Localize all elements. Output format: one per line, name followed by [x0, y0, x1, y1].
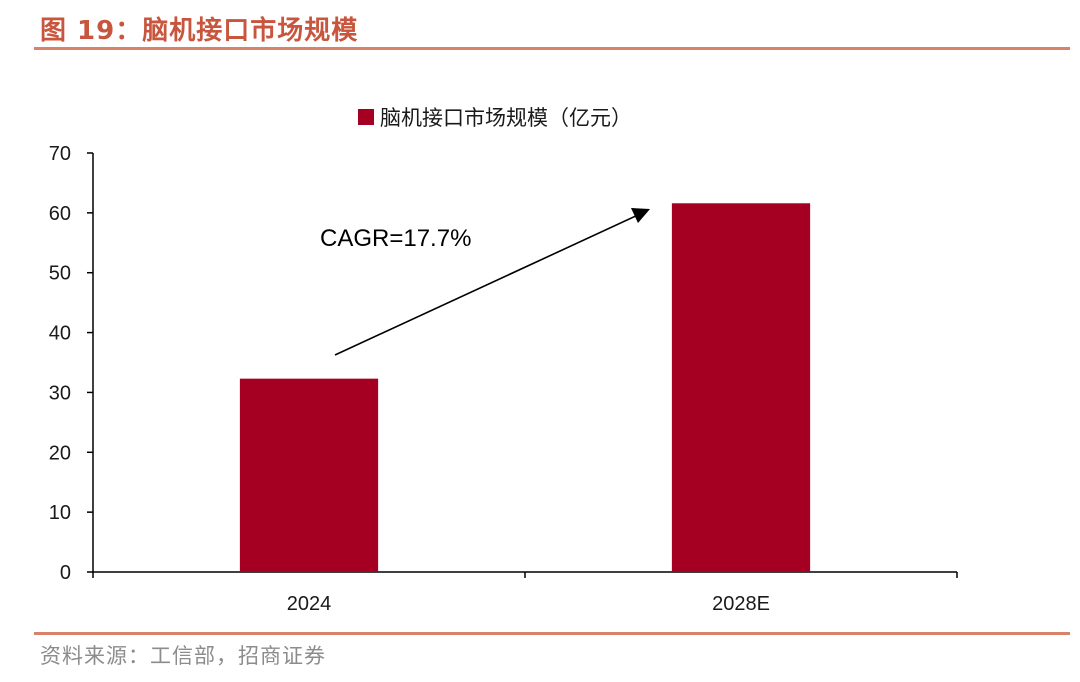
y-tick-label: 40 [49, 323, 71, 345]
cagr-annotation: CAGR=17.7% [320, 208, 650, 356]
y-tick-label: 70 [49, 143, 71, 165]
y-tick-label: 0 [60, 562, 71, 584]
y-tick-label: 50 [49, 263, 71, 285]
cagr-arrow [334, 214, 639, 356]
x-tick-label: 2028E [712, 593, 770, 615]
y-tick-label: 30 [49, 382, 71, 404]
axes: 0 10 20 30 40 50 60 70 2024 2028E [49, 143, 958, 615]
title-rule [34, 47, 1070, 50]
source-rule [34, 632, 1070, 635]
bars [239, 203, 811, 572]
source-note: 资料来源：工信部，招商证券 [40, 644, 326, 668]
y-tick-label: 20 [49, 442, 71, 464]
arrowhead-icon [631, 208, 650, 223]
legend-swatch [358, 109, 374, 125]
figure-title: 图 19：脑机接口市场规模 [40, 16, 359, 46]
x-tick-label: 2024 [287, 593, 332, 615]
legend: 脑机接口市场规模（亿元） [358, 106, 632, 130]
bar-2028E [671, 203, 811, 572]
legend-label: 脑机接口市场规模（亿元） [380, 106, 632, 130]
y-tick-label: 60 [49, 203, 71, 225]
bar-2024 [239, 378, 379, 572]
bar-chart: 脑机接口市场规模（亿元） 0 10 20 30 40 50 60 70 2024 2028E CA… [49, 106, 958, 615]
y-tick-label: 10 [49, 502, 71, 524]
cagr-label: CAGR=17.7% [320, 225, 471, 252]
